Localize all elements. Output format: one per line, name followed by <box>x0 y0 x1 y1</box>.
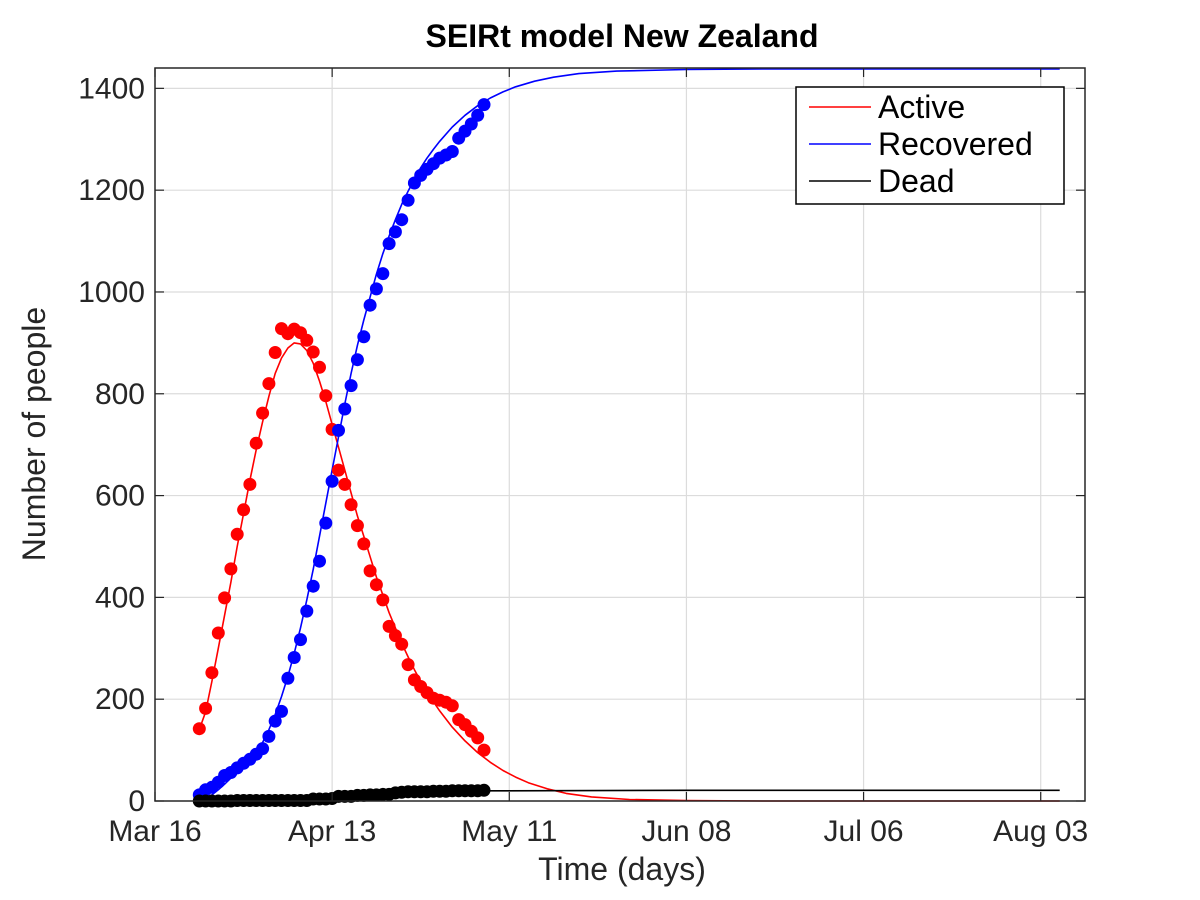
y-tick-label: 400 <box>95 581 145 614</box>
point-active <box>237 503 251 517</box>
legend-label-recovered: Recovered <box>878 126 1033 162</box>
point-recovered <box>268 714 282 728</box>
point-recovered <box>357 330 371 344</box>
point-active <box>243 477 257 491</box>
point-dead <box>477 783 491 797</box>
point-active <box>249 436 263 450</box>
point-active <box>205 666 219 680</box>
point-recovered <box>256 742 270 756</box>
point-recovered <box>363 298 377 312</box>
point-recovered <box>401 193 415 207</box>
point-recovered <box>382 237 396 251</box>
point-active <box>338 477 352 491</box>
point-active <box>300 333 314 347</box>
point-recovered <box>300 604 314 618</box>
point-recovered <box>471 108 485 122</box>
y-tick-label: 0 <box>128 785 145 818</box>
y-tick-label: 600 <box>95 480 145 513</box>
y-tick-label: 800 <box>95 378 145 411</box>
point-active <box>395 637 409 651</box>
point-active <box>369 578 383 592</box>
point-active <box>376 593 390 607</box>
point-recovered <box>369 282 383 296</box>
y-tick-label: 1400 <box>78 72 145 105</box>
point-active <box>344 498 358 512</box>
point-active <box>256 406 270 420</box>
y-tick-label: 1200 <box>78 174 145 207</box>
point-active <box>224 562 238 576</box>
x-tick-label: Mar 16 <box>108 815 201 848</box>
point-active <box>218 591 232 605</box>
point-active <box>357 537 371 551</box>
x-tick-label: Apr 13 <box>288 815 376 848</box>
point-recovered <box>319 516 333 530</box>
point-active <box>350 519 364 533</box>
point-active <box>445 699 459 713</box>
point-active <box>262 377 276 391</box>
point-recovered <box>376 267 390 281</box>
legend-label-active: Active <box>878 89 965 125</box>
point-active <box>211 626 225 640</box>
point-active <box>313 360 326 374</box>
x-tick-label: May 11 <box>461 815 557 848</box>
point-active <box>199 701 213 715</box>
point-recovered <box>262 729 276 743</box>
point-recovered <box>445 145 459 158</box>
x-axis-label: Time (days) <box>538 851 706 887</box>
point-recovered <box>388 225 402 239</box>
point-recovered <box>294 633 307 647</box>
axis-ticks: Mar 16 Apr 13 May 11 Jun 08 Jul 06 Aug 03 0 200… <box>78 68 1088 848</box>
point-recovered <box>395 213 409 227</box>
observed-recovered <box>192 98 491 802</box>
observed-active <box>192 322 491 757</box>
fit-curve-active <box>198 342 1060 802</box>
point-active <box>401 658 415 672</box>
chart-title: SEIRt model New Zealand <box>426 18 819 54</box>
point-active <box>192 722 206 736</box>
x-tick-label: Jun 08 <box>641 815 731 848</box>
point-recovered <box>325 474 339 488</box>
point-recovered <box>306 579 320 593</box>
plot-frame <box>154 67 1086 802</box>
point-recovered <box>332 423 345 437</box>
point-recovered <box>350 353 364 367</box>
y-tick-label: 1000 <box>78 276 145 309</box>
y-tick-label: 200 <box>95 683 145 716</box>
legend-label-dead: Dead <box>878 163 955 199</box>
point-active <box>382 619 396 633</box>
point-active <box>268 346 282 359</box>
x-tick-label: Aug 03 <box>993 815 1088 848</box>
point-active <box>471 731 485 745</box>
point-recovered <box>281 671 295 685</box>
point-active <box>230 527 244 541</box>
point-recovered <box>477 98 491 112</box>
point-active <box>363 564 377 578</box>
point-active <box>477 743 491 757</box>
x-tick-label: Jul 06 <box>824 815 904 848</box>
y-axis-label: Number of people <box>16 307 52 561</box>
point-active <box>319 389 333 403</box>
point-active <box>332 463 345 477</box>
point-recovered <box>344 379 358 393</box>
point-recovered <box>275 704 288 718</box>
point-active <box>306 345 320 359</box>
point-recovered <box>313 554 326 568</box>
point-recovered <box>338 402 352 416</box>
point-recovered <box>287 651 301 664</box>
